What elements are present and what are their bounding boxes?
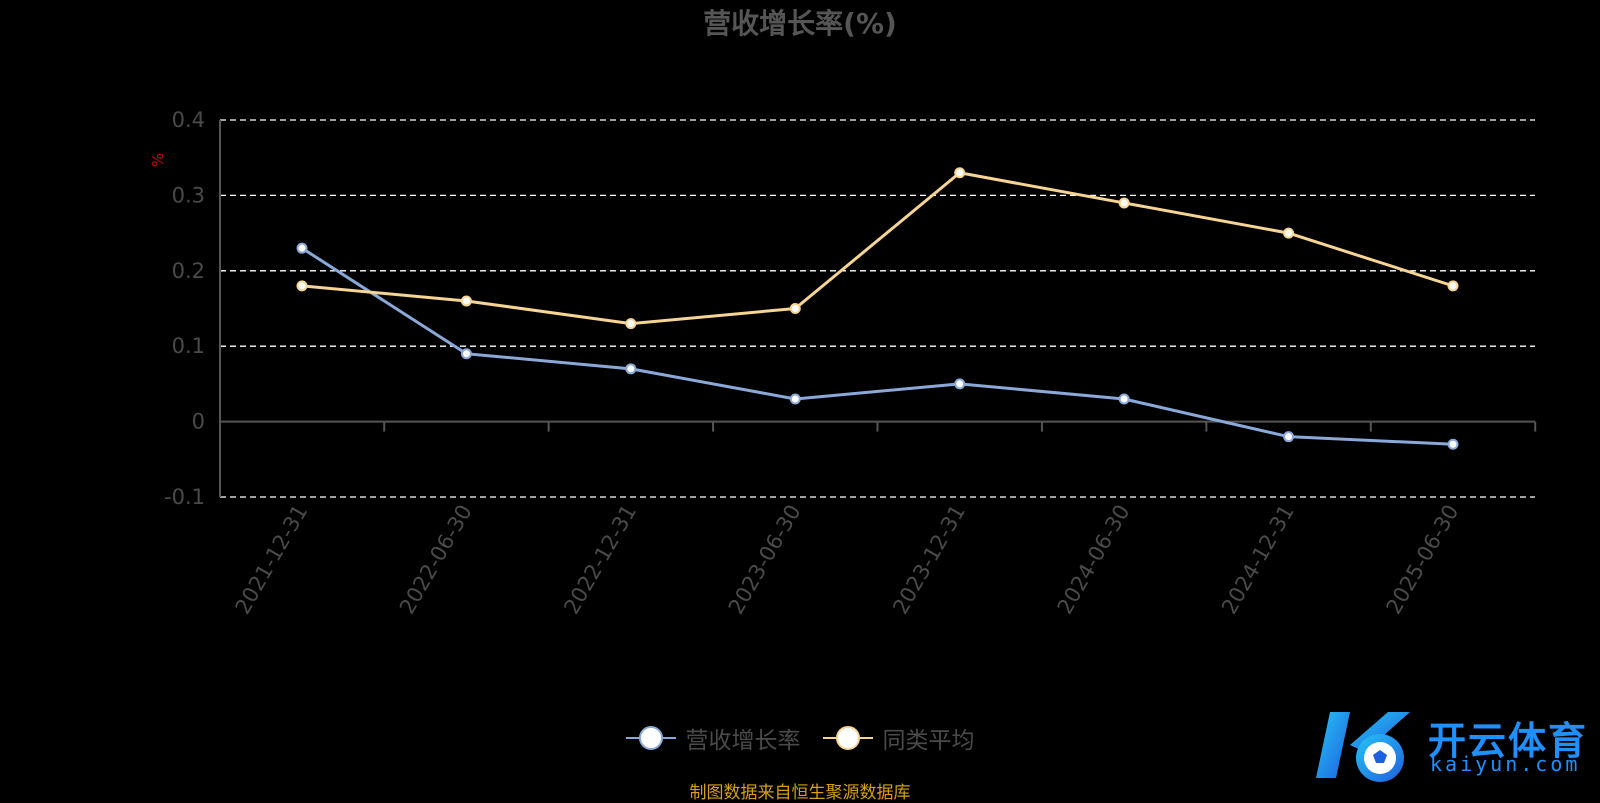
legend-symbol-revenue-growth [625,725,676,751]
series-revenue-growth-point [460,348,472,360]
x-tick-label: 2022-12-31 [559,501,641,619]
legend-dot-peer-average [835,726,860,750]
x-tick-label: 2023-12-31 [888,501,970,619]
legend-item-peer-average[interactable]: 同类平均 [822,721,975,755]
series-peer-average-line [301,171,1454,326]
series-peer-average-point [625,318,637,330]
y-tick-label: 0.3 [172,183,205,207]
series-revenue-growth-point [1118,393,1130,405]
series-revenue-growth-point [1447,438,1459,450]
legend-label-peer-average: 同类平均 [882,728,975,754]
series-revenue-growth-line [301,246,1454,446]
series-peer-average-point [296,280,308,292]
series-peer-average-point [789,303,801,314]
series-revenue-growth-point [789,393,801,405]
series-revenue-growth-point [954,378,966,390]
soccer-ball-logo-icon [1316,712,1410,782]
y-tick-label: 0.1 [172,334,205,358]
watermark-brand: 开云体育 [1428,719,1589,763]
legend-dot-revenue-growth [638,726,663,750]
x-tick-label: 2025-06-30 [1382,501,1464,619]
series-revenue-growth-point [296,242,308,254]
x-tick-label: 2023-06-30 [724,501,806,619]
chart-title: 营收增长率(%) [703,7,897,40]
series-peer-average-point [1118,197,1130,209]
series-revenue-growth-point [625,363,637,375]
series-peer-average-point [460,295,472,307]
y-tick-label: 0.2 [172,259,205,283]
x-tick-label: 2021-12-31 [231,501,313,619]
x-tick-label: 2022-06-30 [395,501,477,619]
series-peer-average-point [1283,227,1295,239]
watermark-logo: 开云体育 kaiyun.com [1310,700,1600,790]
x-tick-label: 2024-12-31 [1217,501,1299,619]
y-tick-label: 0.4 [172,108,205,132]
source-note: 制图数据来自恒生聚源数据库 [689,783,911,803]
legend-item-revenue-growth[interactable]: 营收增长率 [625,721,801,755]
y-unit-label: % [149,153,167,167]
x-tick-label: 2024-06-30 [1053,501,1135,619]
legend-label-revenue-growth: 营收增长率 [685,728,801,754]
legend: 营收增长率 同类平均 [0,720,1600,756]
series-peer-average-point [1447,280,1459,292]
series-peer-average-point [954,167,966,179]
series-revenue-growth-point [1283,431,1295,443]
watermark-domain: kaiyun.com [1430,752,1581,776]
y-tick-label: -0.1 [164,485,205,509]
y-tick-label: 0 [192,410,205,434]
legend-symbol-peer-average [822,725,873,751]
